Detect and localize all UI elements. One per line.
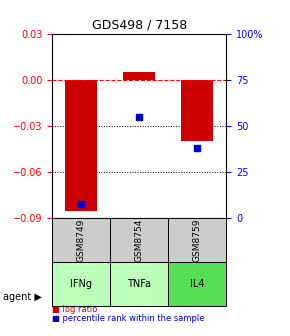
FancyBboxPatch shape [110,218,168,262]
Text: GSM8759: GSM8759 [193,218,202,262]
Text: TNFa: TNFa [127,279,151,289]
Title: GDS498 / 7158: GDS498 / 7158 [92,18,187,31]
FancyBboxPatch shape [52,218,110,262]
Bar [181,80,213,141]
Text: ■ percentile rank within the sample: ■ percentile rank within the sample [52,314,205,323]
Text: IFNg: IFNg [70,279,92,289]
Bar [123,72,155,80]
Text: GSM8749: GSM8749 [77,218,86,262]
Text: GSM8754: GSM8754 [135,218,144,262]
FancyBboxPatch shape [52,262,110,306]
Text: ■ log ratio: ■ log ratio [52,305,97,314]
Bar [65,80,97,211]
Text: IL4: IL4 [190,279,204,289]
FancyBboxPatch shape [168,218,226,262]
Text: agent ▶: agent ▶ [3,292,42,302]
FancyBboxPatch shape [110,262,168,306]
FancyBboxPatch shape [168,262,226,306]
